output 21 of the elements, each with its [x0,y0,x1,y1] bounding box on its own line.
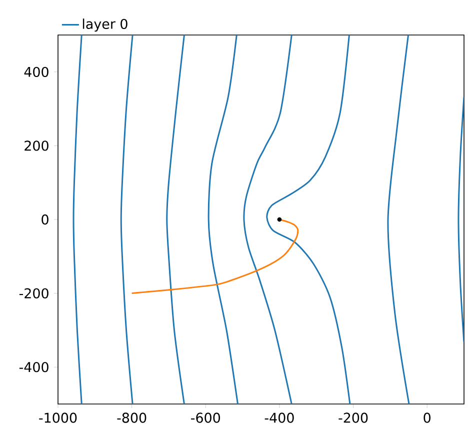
line-series [387,35,410,404]
legend-label: layer 0 [82,18,128,32]
line-series [266,35,351,404]
x-tick-label: -1000 [39,412,77,423]
x-tick-label: -800 [117,412,146,423]
y-tick-label: 200 [24,140,48,151]
y-tick-label: 400 [24,66,48,77]
x-tick-label: -400 [264,412,294,423]
line-series [166,35,185,404]
line-series [120,35,134,404]
line-series [458,96,464,344]
y-tick-label: 0 [42,214,48,225]
line-series [72,35,82,404]
y-tick-label: -400 [19,362,48,372]
x-tick-label: 0 [424,412,430,423]
x-tick-label: -600 [191,412,220,423]
line-series [208,35,238,404]
line-series [243,35,292,404]
x-tick-label: -200 [338,412,368,423]
y-tick-label: -200 [19,288,48,298]
line-series [131,218,299,294]
